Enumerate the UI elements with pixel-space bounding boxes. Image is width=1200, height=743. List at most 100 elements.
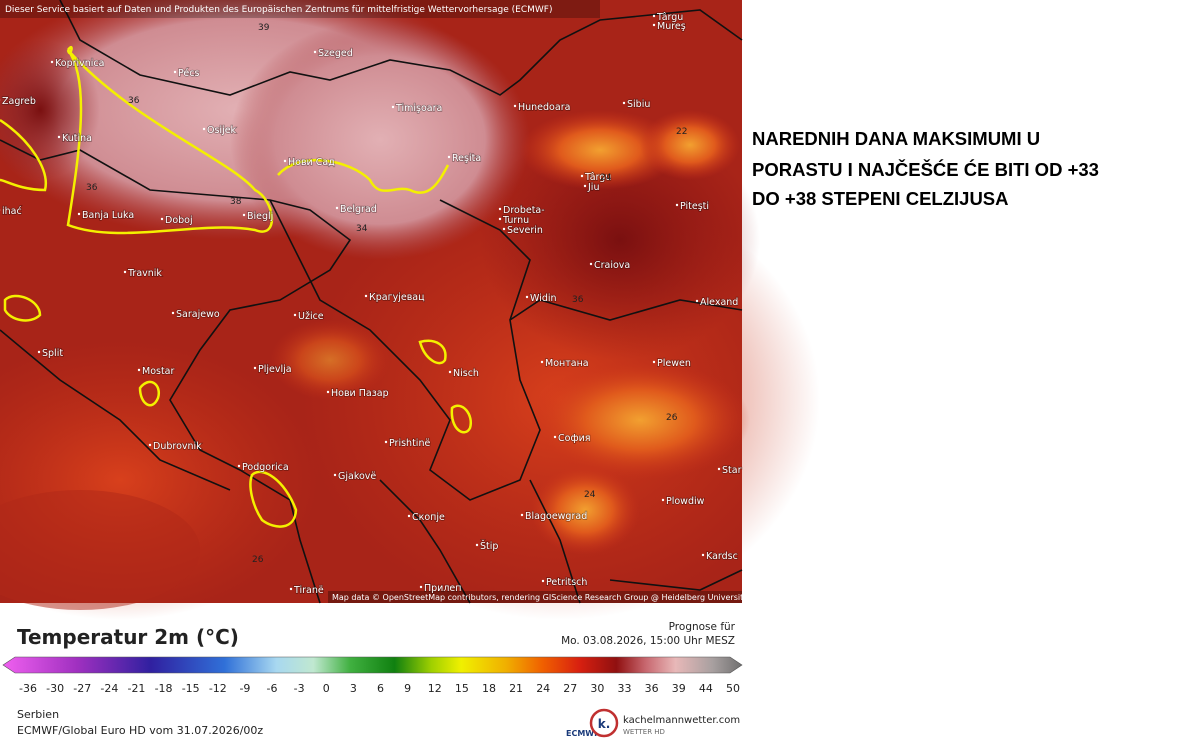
- city-label: Gjakovë: [338, 471, 376, 482]
- city-dot: [513, 104, 517, 108]
- colorbar-tick-label: -9: [239, 682, 250, 695]
- contour-label: 36: [572, 295, 584, 305]
- city-label: Sibiu: [627, 99, 650, 110]
- city-label: Mureş: [657, 21, 686, 32]
- forecast-label: Prognose für: [669, 621, 736, 633]
- colorbar-tick-label: 18: [482, 682, 496, 695]
- colorbar-tick-label: -15: [182, 682, 200, 695]
- city-label: Reşita: [452, 153, 481, 164]
- city-dot: [283, 159, 287, 163]
- city-label: Prishtinë: [389, 438, 430, 449]
- colorbar-tick-label: 9: [404, 682, 411, 695]
- city-label: Užice: [298, 311, 324, 322]
- city-label: Split: [42, 348, 63, 359]
- city-dot: [123, 270, 127, 274]
- city-dot: [242, 213, 246, 217]
- city-label: Прилеп: [424, 583, 461, 594]
- city-label: Mostar: [142, 366, 175, 377]
- city-dot: [137, 368, 141, 372]
- city-dot: [583, 184, 587, 188]
- city-label: Kutina: [62, 133, 92, 144]
- headline: NAREDNIH DANA MAKSIMUMI U PORASTU I NAJČ…: [752, 128, 1099, 209]
- colorbar-tick-label: -36: [19, 682, 37, 695]
- city-dot: [475, 543, 479, 547]
- city-dot: [652, 14, 656, 18]
- colorbar-tick-label: 6: [377, 682, 384, 695]
- city-label: Jiu: [587, 182, 599, 193]
- colorbar-tick-label: 21: [509, 682, 523, 695]
- city-label: София: [558, 433, 590, 444]
- contour-label: 36: [86, 183, 98, 193]
- city-label: Tiranë: [293, 585, 324, 596]
- city-label: Нови Пазар: [331, 388, 389, 399]
- city-label: Severin: [507, 225, 543, 236]
- colorbar-tick-label: 50: [726, 682, 740, 695]
- city-label: Plewen: [657, 358, 691, 369]
- city-label: Нови Сад: [288, 157, 335, 168]
- city-dot: [589, 262, 593, 266]
- city-label: Pécs: [178, 68, 199, 79]
- city-label: Sarajewo: [176, 309, 220, 320]
- city-label: Belgrad: [340, 204, 377, 215]
- city-dot: [652, 360, 656, 364]
- city-label: Târgu: [584, 172, 611, 183]
- legend-title: Temperatur 2m (°C): [17, 625, 239, 649]
- city-dot: [448, 370, 452, 374]
- header-note: Dieser Service basiert auf Daten und Pro…: [5, 5, 552, 15]
- contour-label: 39: [258, 23, 270, 33]
- colorbar-tick-label: 27: [563, 682, 577, 695]
- colorbar-tick-label: 30: [590, 682, 604, 695]
- borders: [0, 0, 743, 604]
- city-label: Travnik: [127, 268, 162, 279]
- city-label: Drobeta-: [503, 205, 545, 216]
- city-dot: [333, 473, 337, 477]
- contour-label: 34: [356, 224, 368, 234]
- colorbar: [2, 656, 743, 674]
- city-dot: [407, 514, 411, 518]
- city-dot: [553, 435, 557, 439]
- city-dot: [313, 50, 317, 54]
- contour-label: 26: [252, 555, 264, 565]
- colorbar-tick-label: 3: [350, 682, 357, 695]
- city-dot: [652, 23, 656, 27]
- site-logo-ring: [589, 708, 619, 738]
- city-label: Zagreb: [2, 96, 36, 107]
- city-label: Petritsch: [546, 577, 587, 588]
- contour-label: 24: [584, 490, 596, 500]
- city-dot: [237, 464, 241, 468]
- colorbar-tick-label: -24: [100, 682, 118, 695]
- colorbar-tick-label: 12: [428, 682, 442, 695]
- city-dot: [37, 350, 41, 354]
- headline-line: PORASTU I NAJČEŠĆE ĆE BITI OD +33: [752, 159, 1099, 180]
- city-dot: [675, 203, 679, 207]
- city-dot: [701, 553, 705, 557]
- colorbar-tick-label: 24: [536, 682, 550, 695]
- city-label: Szeged: [318, 48, 353, 59]
- city-label: Pljevlja: [258, 364, 292, 375]
- map: Dieser Service basiert auf Daten und Pro…: [0, 0, 820, 620]
- city-dot: [622, 101, 626, 105]
- city-label: Plowdiw: [666, 496, 705, 507]
- city-label: Osijek: [207, 125, 237, 136]
- city-label: Craiova: [594, 260, 630, 271]
- colorbar-tick-label: 0: [323, 682, 330, 695]
- contour-label: 38: [230, 197, 242, 207]
- city-dot: [540, 360, 544, 364]
- city-dot: [717, 467, 721, 471]
- city-label: Nisch: [453, 368, 479, 379]
- colorbar-tick-label: -6: [267, 682, 278, 695]
- city-label: Blagoewgrad: [525, 511, 587, 522]
- city-dot: [498, 207, 502, 211]
- city-dot: [173, 70, 177, 74]
- city-dot: [419, 585, 423, 589]
- legend: Temperatur 2m (°C) Prognose für Mo. 03.0…: [2, 621, 743, 695]
- city-label: Banja Luka: [82, 210, 134, 221]
- city-label: Podgorica: [242, 462, 289, 473]
- city-label: Star: [722, 465, 742, 476]
- city-label: Dubrovnik: [153, 441, 202, 452]
- city-label: Doboj: [165, 215, 193, 226]
- city-dot: [541, 579, 545, 583]
- colorbar-tick-label: -27: [73, 682, 91, 695]
- forecast-time: Mo. 03.08.2026, 15:00 Uhr MESZ: [561, 635, 735, 647]
- city-dot: [77, 212, 81, 216]
